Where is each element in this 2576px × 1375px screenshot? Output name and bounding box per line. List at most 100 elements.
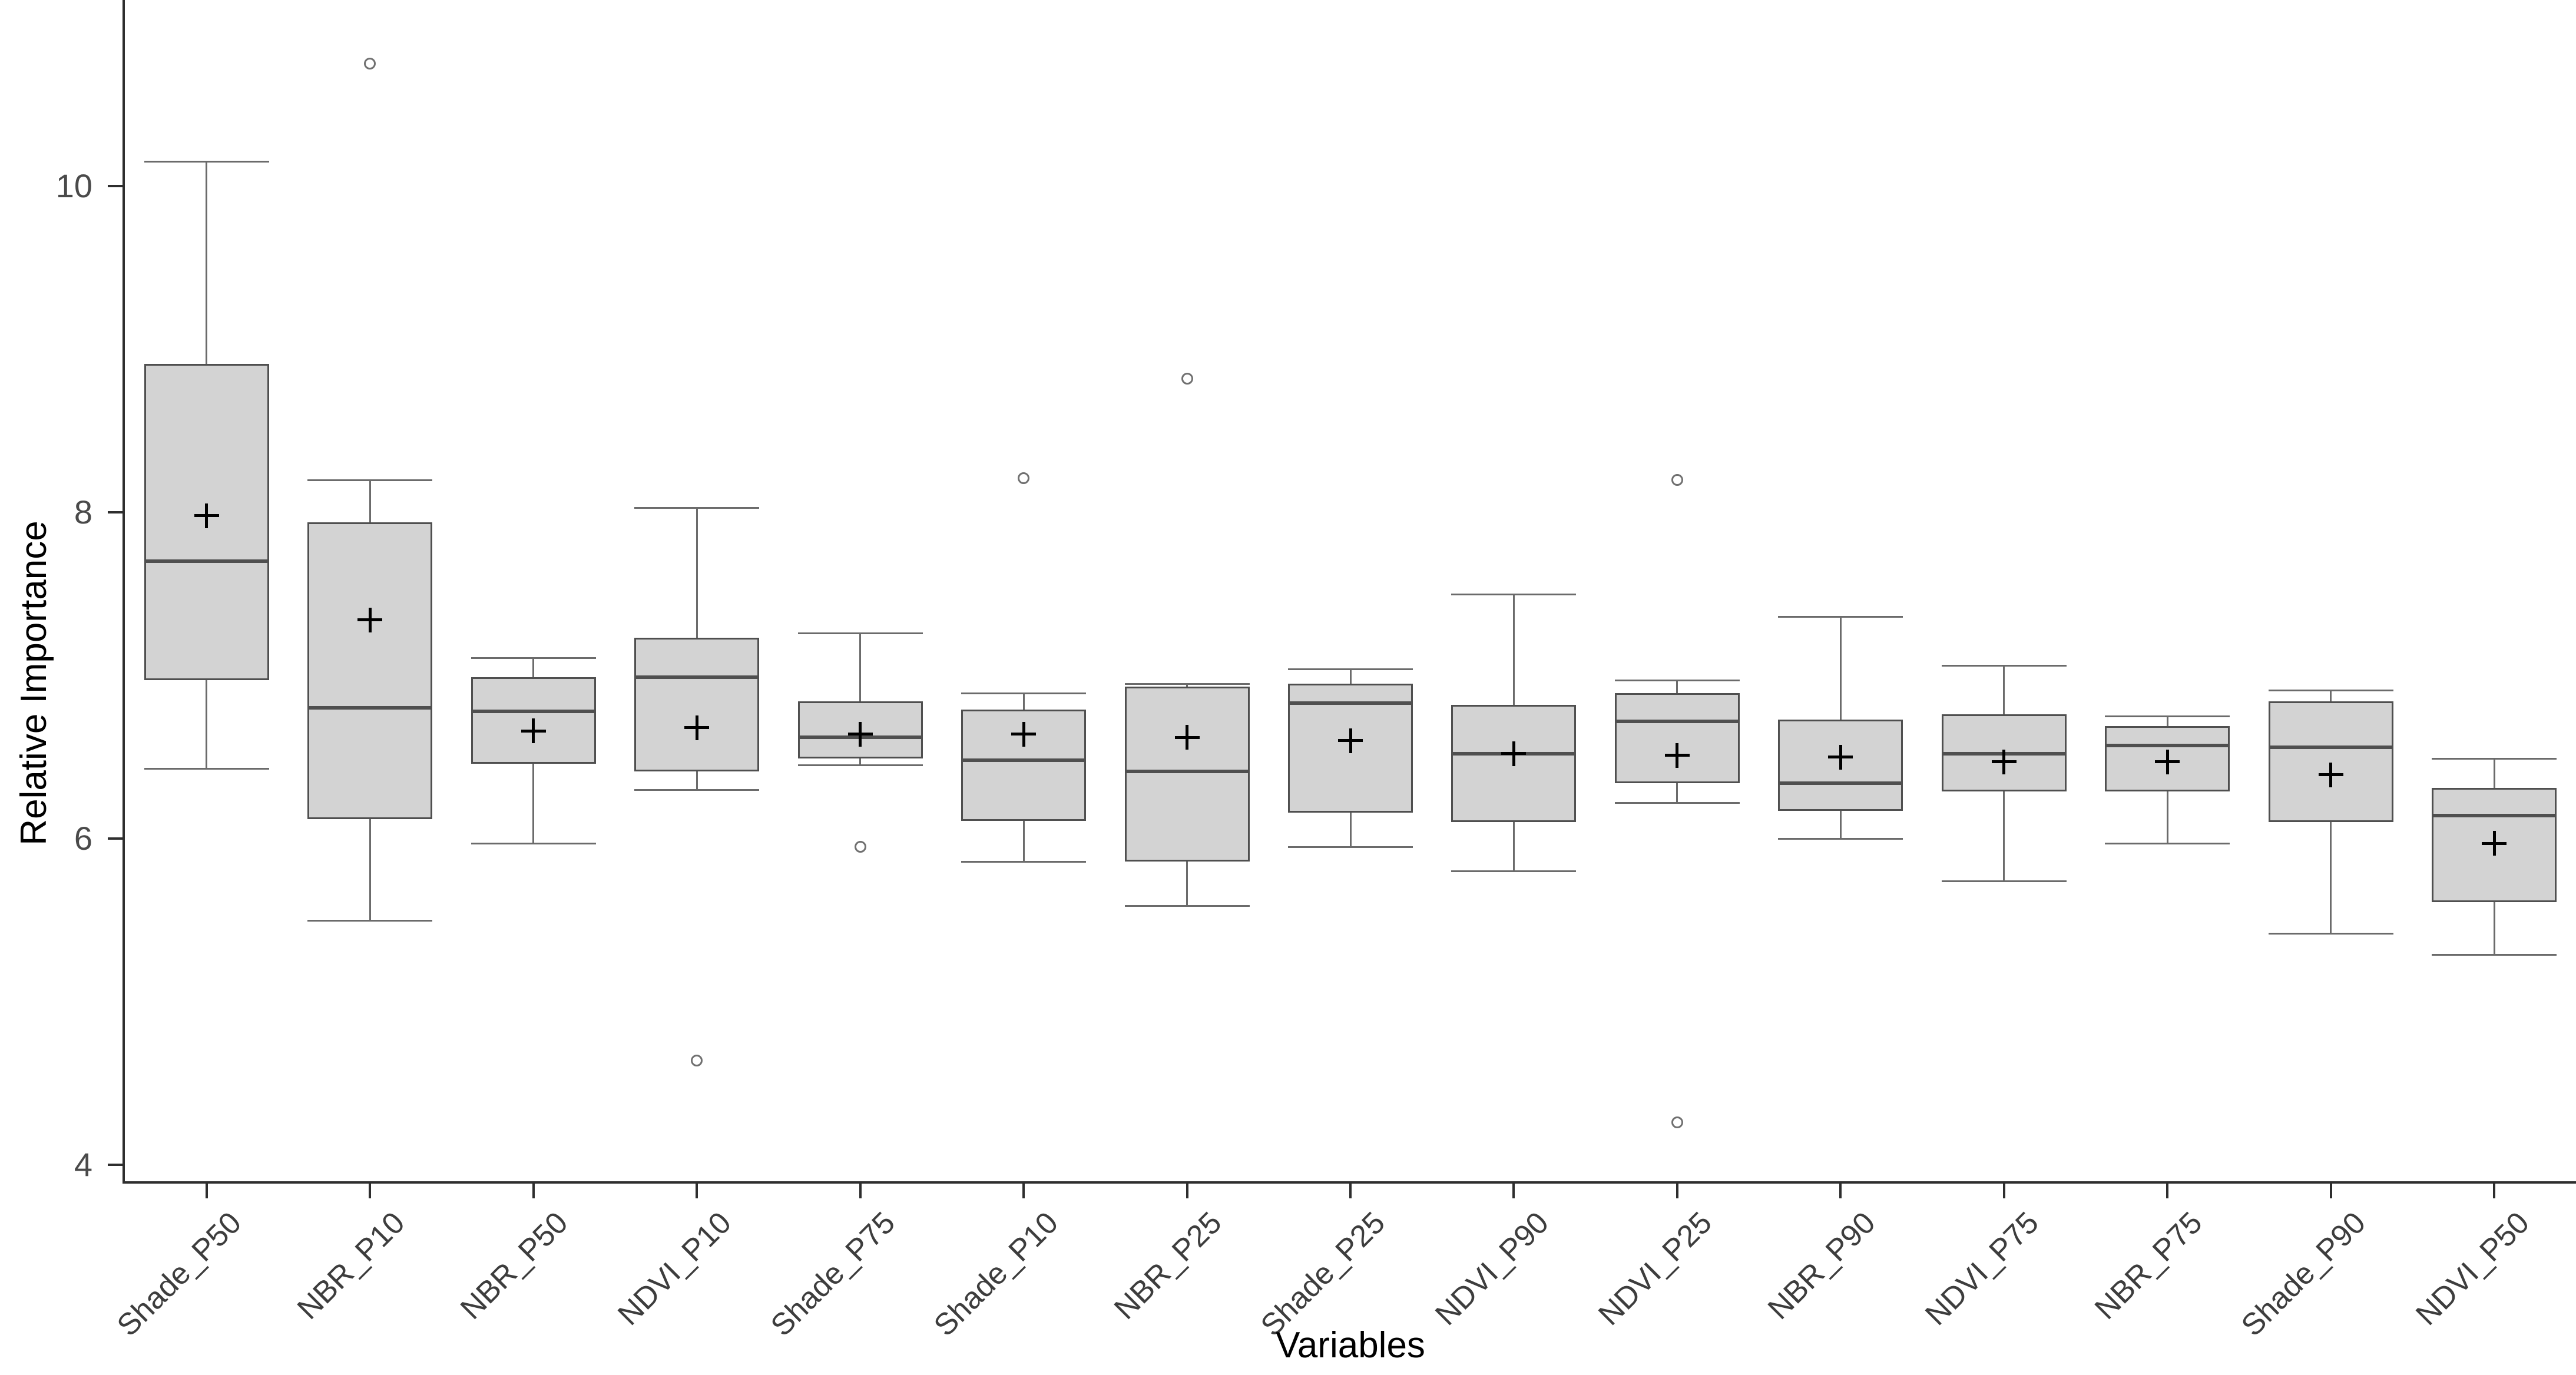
y-tick-label: 6	[74, 820, 92, 857]
median-line	[144, 559, 269, 564]
upper-whisker	[2330, 690, 2332, 702]
median-line	[961, 758, 1087, 763]
median-line	[1288, 701, 1413, 705]
lower-whisker	[1186, 861, 1188, 906]
upper-whisker	[1186, 683, 1188, 687]
x-category-label-NDVI_P50: NDVI_P50	[2409, 1205, 2536, 1333]
upper-whisker	[859, 632, 862, 702]
mean-marker-v	[1676, 743, 1679, 768]
x-category-label-NDVI_P10: NDVI_P10	[611, 1205, 739, 1333]
upper-whisker-cap	[2105, 715, 2230, 718]
median-line	[634, 675, 760, 679]
upper-whisker	[2003, 665, 2005, 715]
y-tick-mark	[108, 185, 122, 187]
iqr-box-Shade_P25	[1288, 683, 1413, 813]
outlier-point	[1671, 1116, 1683, 1128]
x-tick-mark	[1512, 1184, 1515, 1198]
x-category-label-NBR_P90: NBR_P90	[1762, 1205, 1882, 1326]
lower-whisker	[532, 763, 535, 844]
lower-whisker	[206, 680, 208, 768]
mean-marker-v	[1512, 741, 1515, 766]
mean-marker-v	[1186, 725, 1189, 750]
upper-whisker-cap	[634, 506, 760, 509]
x-tick-mark	[1839, 1184, 1842, 1198]
x-axis-line	[122, 1181, 2576, 1184]
upper-whisker	[532, 657, 535, 677]
lower-whisker-cap	[471, 843, 596, 845]
upper-whisker-cap	[1451, 593, 1577, 595]
lower-whisker	[1676, 783, 1678, 803]
lower-whisker-cap	[1451, 870, 1577, 873]
lower-whisker-cap	[1778, 838, 1903, 840]
lower-whisker-cap	[1614, 802, 1740, 804]
y-tick-label: 4	[74, 1146, 92, 1183]
y-axis-line	[122, 0, 125, 1184]
outlier-point	[1671, 473, 1683, 486]
outlier-point	[691, 1054, 703, 1066]
mean-marker-v	[695, 715, 698, 740]
upper-whisker-cap	[2432, 758, 2557, 760]
lower-whisker-cap	[144, 767, 269, 770]
x-tick-mark	[1022, 1184, 1025, 1198]
mean-marker-v	[205, 503, 208, 528]
mean-marker-v	[2166, 749, 2169, 774]
x-category-label-NBR_P10: NBR_P10	[290, 1205, 412, 1326]
y-tick-mark	[108, 837, 122, 840]
y-tick-label: 10	[55, 167, 92, 204]
lower-whisker-cap	[2105, 843, 2230, 845]
lower-whisker	[2166, 791, 2168, 844]
lower-whisker-cap	[1941, 880, 2067, 883]
upper-whisker-cap	[961, 693, 1087, 695]
median-line	[1124, 770, 1250, 774]
median-line	[2105, 744, 2230, 748]
x-tick-mark	[696, 1184, 698, 1198]
upper-whisker-cap	[1941, 665, 2067, 667]
median-line	[1778, 781, 1903, 785]
lower-whisker	[2330, 822, 2332, 933]
x-tick-mark	[859, 1184, 862, 1198]
upper-whisker-cap	[1614, 680, 1740, 682]
x-category-label-Shade_P90: Shade_P90	[2234, 1205, 2373, 1343]
lower-whisker	[2003, 791, 2005, 881]
lower-whisker	[1022, 820, 1025, 862]
iqr-box-Shade_P90	[2268, 701, 2393, 823]
x-category-label-NBR_P50: NBR_P50	[454, 1205, 575, 1326]
x-tick-mark	[2493, 1184, 2496, 1198]
median-line	[307, 706, 433, 710]
x-axis-title-wrap: Variables	[125, 1326, 2576, 1365]
upper-whisker	[696, 507, 698, 638]
x-category-label-NBR_P25: NBR_P25	[1108, 1205, 1229, 1326]
upper-whisker	[2493, 758, 2495, 788]
x-tick-mark	[369, 1184, 372, 1198]
iqr-box-NBR_P10	[307, 522, 433, 819]
x-tick-mark	[2002, 1184, 2005, 1198]
lower-whisker	[2493, 902, 2495, 955]
upper-whisker	[1512, 594, 1515, 705]
iqr-box-NDVI_P10	[634, 638, 760, 772]
upper-whisker	[1022, 693, 1025, 710]
median-line	[1614, 719, 1740, 723]
x-tick-mark	[1186, 1184, 1188, 1198]
x-category-label-NDVI_P90: NDVI_P90	[1429, 1205, 1555, 1333]
x-category-label-NDVI_P75: NDVI_P75	[1919, 1205, 2046, 1333]
y-tick-mark	[108, 1164, 122, 1166]
median-line	[471, 709, 596, 713]
lower-whisker-cap	[961, 860, 1087, 863]
mean-marker-v	[532, 718, 535, 744]
x-category-label-NBR_P75: NBR_P75	[2088, 1205, 2209, 1326]
mean-marker-v	[368, 607, 372, 632]
upper-whisker-cap	[2268, 689, 2393, 691]
x-category-label-Shade_P25: Shade_P25	[1254, 1205, 1392, 1343]
x-category-label-NDVI_P25: NDVI_P25	[1592, 1205, 1719, 1333]
lower-whisker	[1839, 810, 1842, 839]
lower-whisker-cap	[307, 919, 433, 922]
upper-whisker-cap	[307, 479, 433, 481]
mean-marker-v	[2492, 831, 2496, 856]
x-tick-mark	[2166, 1184, 2169, 1198]
outlier-point	[1181, 372, 1193, 385]
mean-marker-v	[1349, 728, 1352, 753]
x-tick-mark	[2329, 1184, 2332, 1198]
x-category-label-Shade_P10: Shade_P10	[928, 1205, 1065, 1343]
upper-whisker-cap	[1124, 682, 1250, 685]
mean-marker-v	[1022, 721, 1025, 747]
